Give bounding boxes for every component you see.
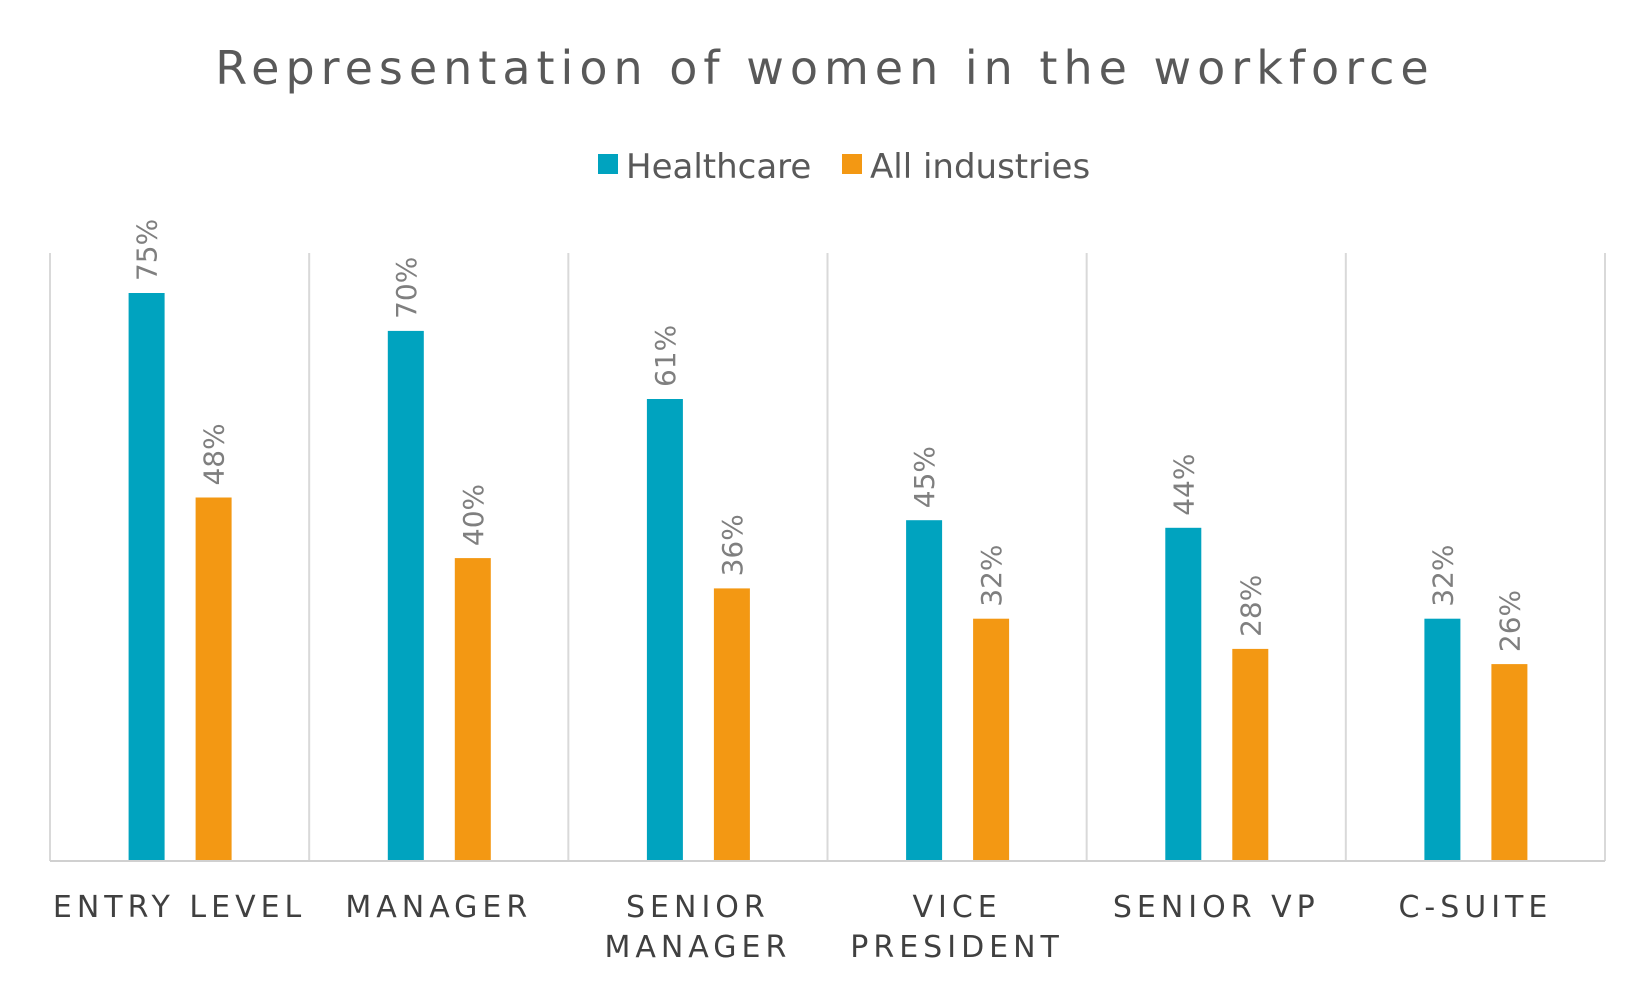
data-label: 40% — [457, 484, 490, 546]
legend-swatch-healthcare — [598, 154, 618, 174]
data-label: 70% — [390, 257, 423, 319]
data-labels: 75% 48% 70% 40% 61% 36% 45% 32% 44% 28% 32% 26% — [131, 219, 1527, 652]
legend-label-all-industries: All industries — [870, 147, 1090, 187]
bar-healthcare — [1424, 618, 1461, 861]
category-label: SENIOR VP — [1113, 890, 1320, 925]
bar-healthcare — [387, 330, 424, 861]
bar-all-industries — [713, 588, 750, 861]
bar-healthcare — [646, 399, 683, 861]
bar-all-industries — [1232, 648, 1269, 861]
category-label: ENTRY LEVEL — [53, 890, 306, 925]
category-label: MANAGER — [345, 890, 532, 925]
category-labels: ENTRY LEVEL MANAGER SENIOR MANAGER VICE PRESI… — [53, 890, 1552, 965]
data-label: 44% — [1167, 454, 1200, 516]
category-label: C-SUITE — [1398, 890, 1552, 925]
chart-title: Representation of women in the workforce — [215, 41, 1434, 95]
category-label: VICE — [912, 890, 1001, 925]
legend-swatch-all-industries — [842, 154, 862, 174]
data-label: 61% — [649, 325, 682, 387]
gridlines — [49, 253, 1606, 861]
bar-healthcare — [128, 293, 165, 861]
legend: Healthcare All industries — [598, 147, 1090, 187]
data-label: 36% — [716, 514, 749, 576]
data-label: 32% — [975, 544, 1008, 606]
data-label: 45% — [908, 446, 941, 508]
category-label: PRESIDENT — [850, 930, 1064, 965]
data-label: 48% — [198, 423, 231, 485]
bar-all-industries — [973, 618, 1010, 861]
bars — [128, 293, 1528, 861]
data-label: 32% — [1426, 544, 1459, 606]
bar-all-industries — [195, 497, 232, 861]
bar-all-industries — [454, 558, 491, 861]
category-label: MANAGER — [604, 930, 791, 965]
data-label: 26% — [1493, 590, 1526, 652]
bar-healthcare — [1165, 527, 1202, 861]
bar-all-industries — [1491, 664, 1528, 861]
data-label: 75% — [131, 219, 164, 281]
legend-label-healthcare: Healthcare — [626, 147, 811, 187]
category-label: SENIOR — [626, 890, 770, 925]
bar-healthcare — [906, 520, 943, 861]
data-label: 28% — [1234, 575, 1267, 637]
